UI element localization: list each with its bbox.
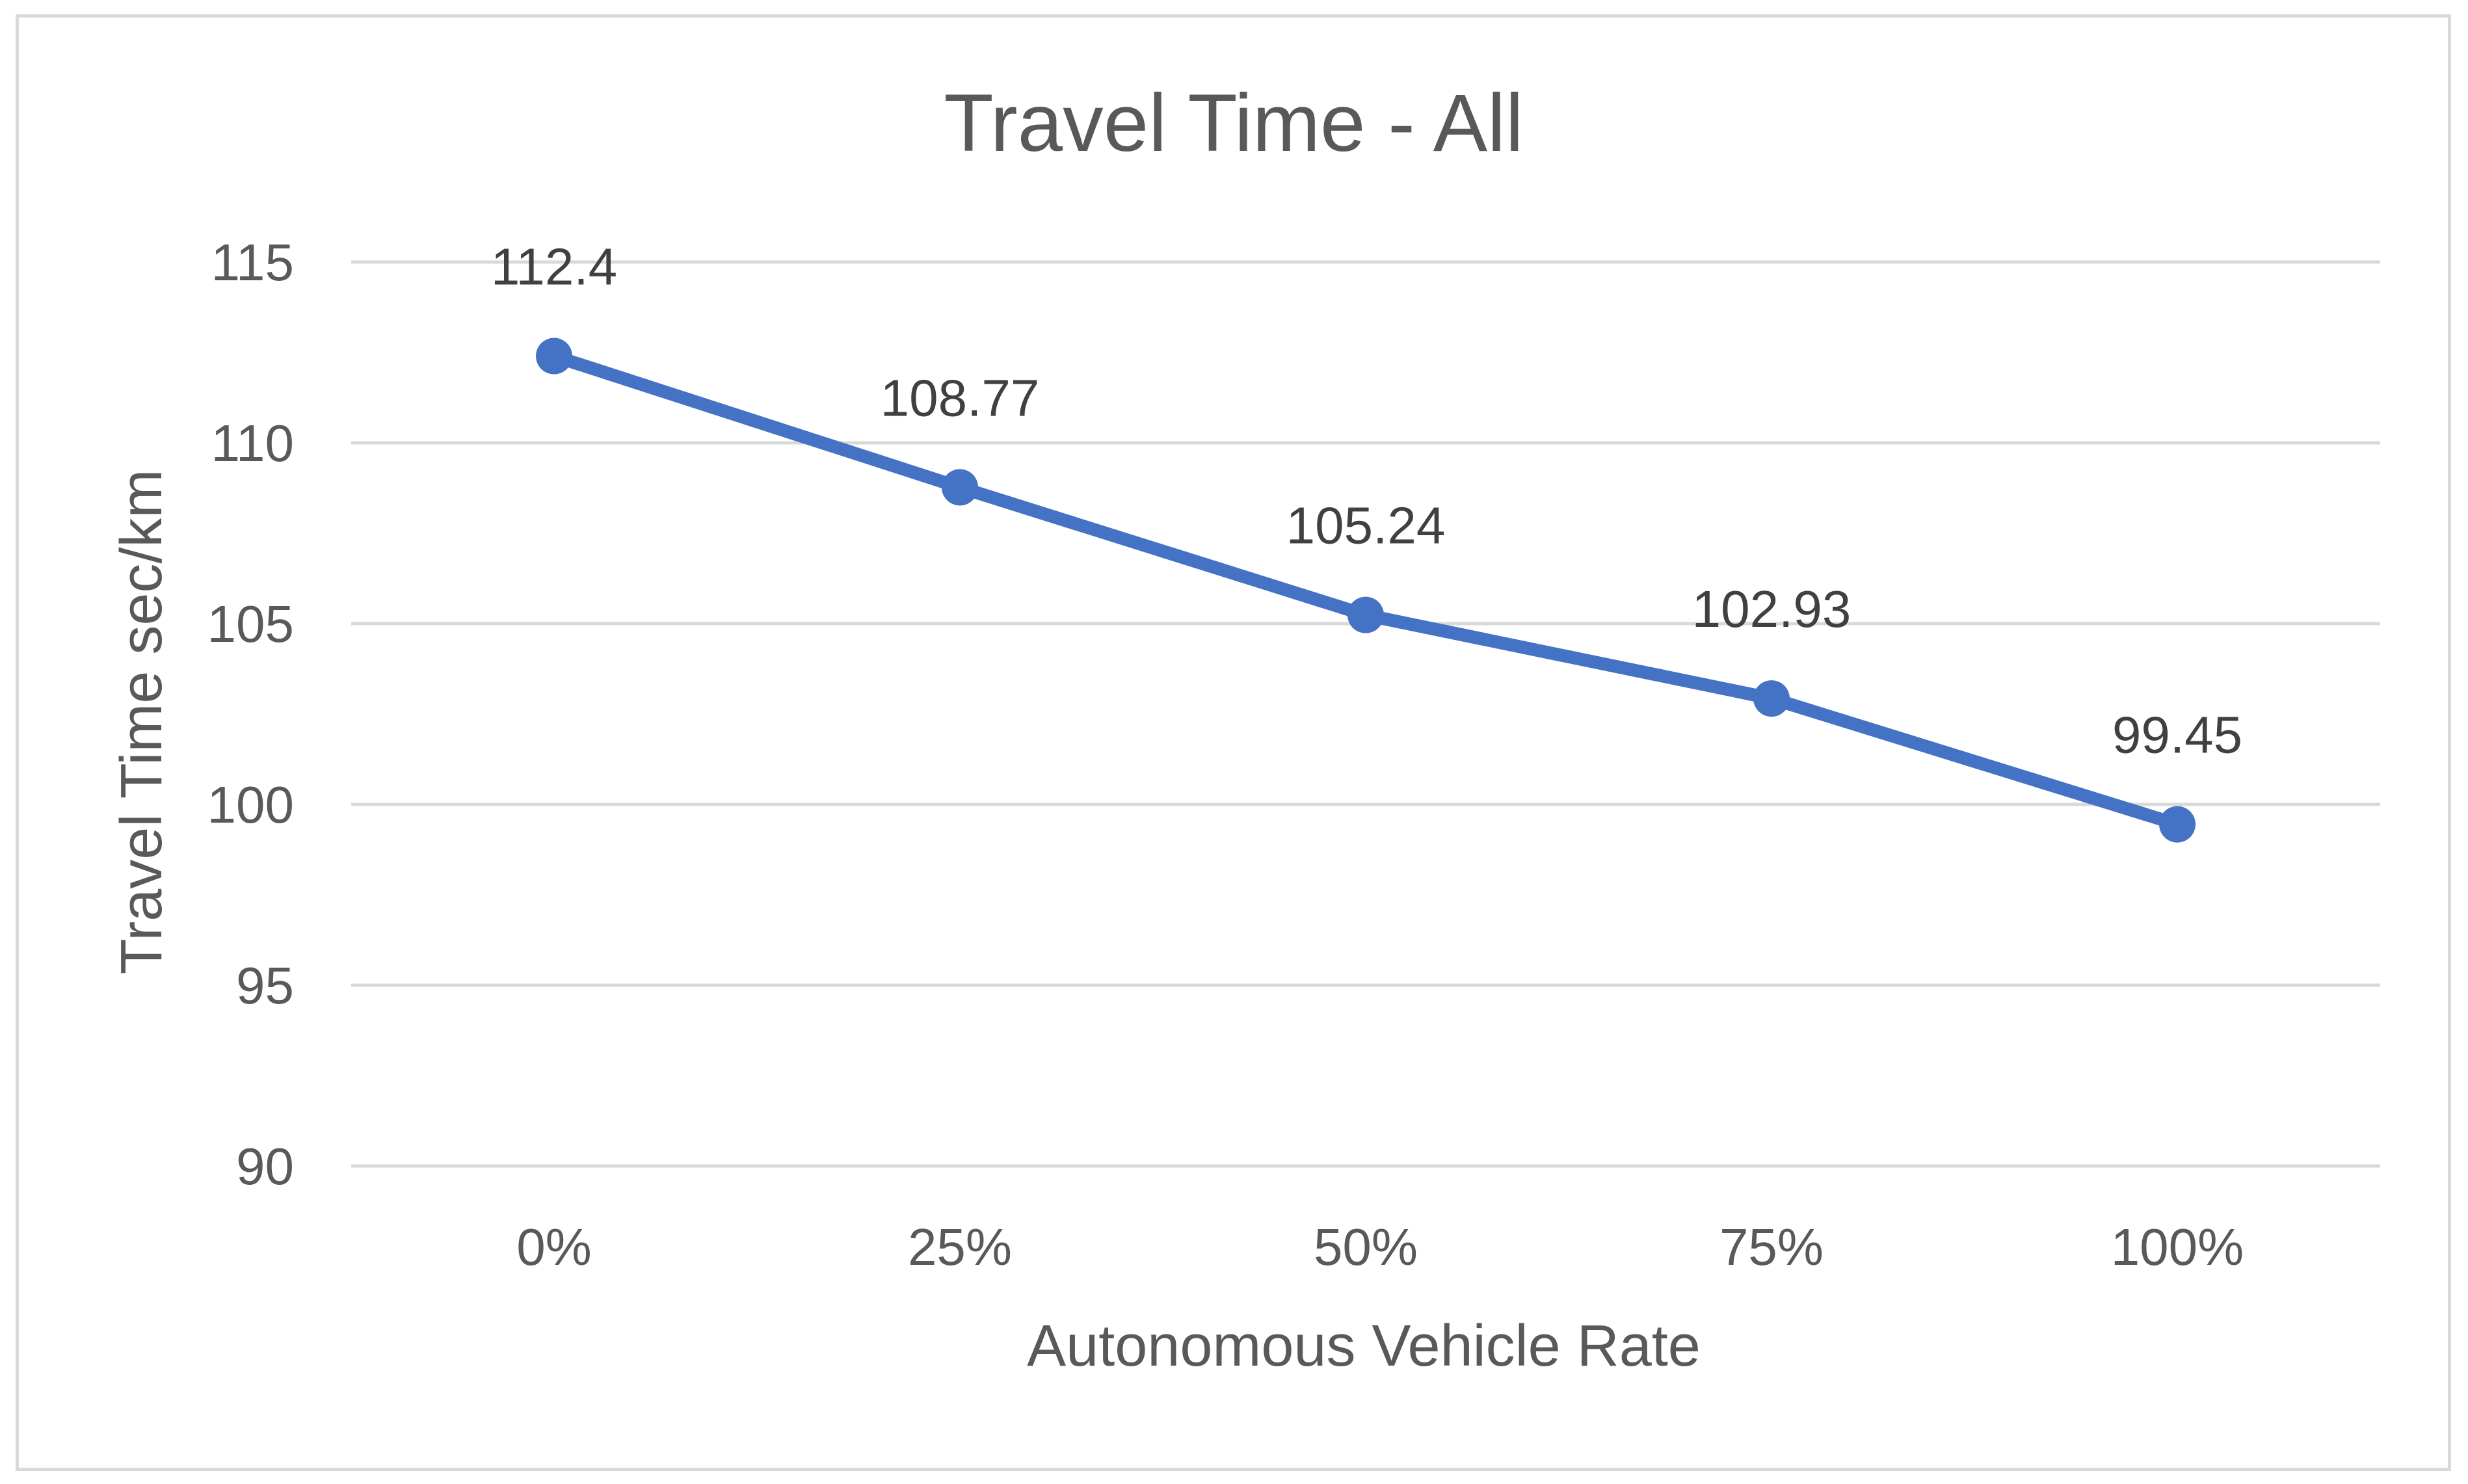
- x-tick-label: 25%: [908, 1218, 1012, 1276]
- data-point: [1347, 596, 1384, 633]
- data-point: [2159, 806, 2196, 843]
- y-tick-label: 90: [236, 1137, 294, 1195]
- x-tick-label: 100%: [2111, 1218, 2244, 1276]
- y-tick-label: 95: [236, 957, 294, 1014]
- x-axis-ticks: 0% 25% 50% 75% 100%: [516, 1218, 2244, 1276]
- data-label: 112.4: [491, 238, 617, 296]
- x-tick-label: 75%: [1719, 1218, 1824, 1276]
- chart-title: Travel Time - All: [944, 78, 1523, 168]
- data-point: [942, 469, 978, 506]
- x-axis-title: Autonomous Vehicle Rate: [1027, 1314, 1701, 1379]
- y-tick-label: 105: [207, 595, 294, 653]
- y-tick-label: 100: [207, 776, 294, 834]
- data-label: 99.45: [2112, 706, 2242, 764]
- data-point: [1753, 680, 1790, 717]
- series-line: [548, 349, 2184, 831]
- data-label: 105.24: [1286, 497, 1446, 555]
- data-point: [536, 338, 572, 375]
- y-tick-label: 115: [211, 233, 294, 291]
- data-labels: 112.4 108.77 105.24 102.93 99.45: [491, 238, 2242, 764]
- y-axis-ticks: 90 95 100 105 110 115: [207, 233, 294, 1195]
- series-group: [536, 338, 2196, 843]
- gridlines: [351, 260, 2380, 1168]
- chart-frame: [16, 14, 2451, 1471]
- x-tick-label: 0%: [516, 1218, 592, 1276]
- x-tick-label: 50%: [1314, 1218, 1418, 1276]
- data-label: 108.77: [881, 369, 1040, 427]
- y-axis-title: Travel Time sec/km: [109, 470, 174, 975]
- y-tick-label: 110: [211, 414, 294, 472]
- data-label: 102.93: [1692, 580, 1851, 638]
